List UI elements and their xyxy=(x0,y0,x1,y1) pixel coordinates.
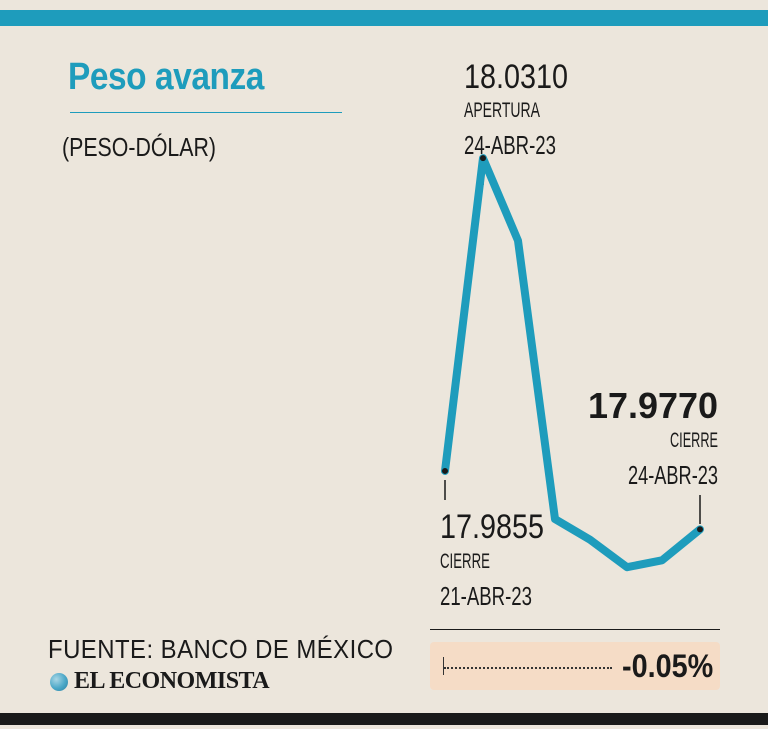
series-line-peso-dolar xyxy=(441,154,704,572)
peak-leader-line-dot xyxy=(480,155,486,162)
start-value-label: 17.9855 xyxy=(440,508,544,546)
chart-title: Peso avanza xyxy=(68,56,264,98)
data-points xyxy=(442,155,703,533)
end-leader-line-dot xyxy=(697,526,703,533)
end-date-label: 24-ABR-23 xyxy=(628,460,718,490)
start-leader-line-dot xyxy=(442,467,448,474)
top-accent-bar xyxy=(0,10,768,26)
peak-date-label: 24-ABR-23 xyxy=(464,130,556,160)
peak-value-label: 18.0310 xyxy=(464,58,568,96)
peak-caption-label: APERTURA xyxy=(464,99,540,122)
chart-subtitle: (PESO-DÓLAR) xyxy=(62,132,217,162)
change-leader-tick xyxy=(443,657,444,675)
brand-name: EL ECONOMISTA xyxy=(74,668,270,694)
globe-icon xyxy=(50,672,68,691)
end-value-label: 17.9770 xyxy=(588,385,718,426)
start-date-label: 21-ABR-23 xyxy=(440,581,532,611)
change-highlight-box xyxy=(430,642,720,690)
end-caption-label: CIERRE xyxy=(670,429,718,452)
change-percent-value: -0.05% xyxy=(622,648,714,684)
change-leader-dots xyxy=(444,667,612,669)
change-divider xyxy=(430,629,720,630)
bottom-bar xyxy=(0,713,768,725)
brand-logo: EL ECONOMISTA xyxy=(50,668,270,695)
source-credit: FUENTE: BANCO DE MÉXICO xyxy=(48,634,394,664)
start-caption-label: CIERRE xyxy=(440,550,490,573)
title-underline xyxy=(70,112,342,113)
